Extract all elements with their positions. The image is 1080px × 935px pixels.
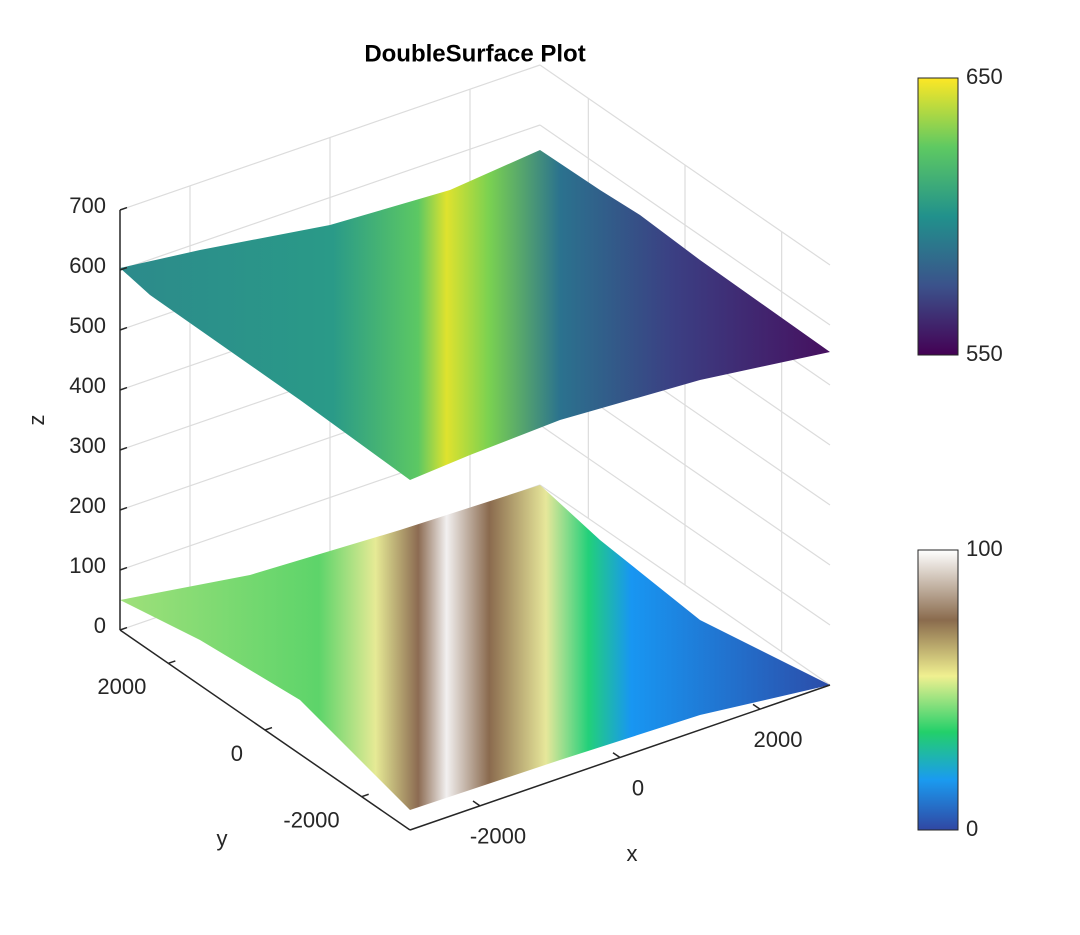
z-tick <box>119 326 128 331</box>
colorbar <box>917 77 959 356</box>
y-tick <box>168 660 176 665</box>
x-tick <box>752 703 761 710</box>
z-tick-label: 600 <box>69 253 106 278</box>
z-tick-label: 700 <box>69 193 106 218</box>
z-tick-label: 200 <box>69 493 106 518</box>
grid-line <box>119 64 541 211</box>
colorbar-tick-label: 550 <box>966 341 1003 366</box>
z-tick <box>119 206 128 211</box>
y-tick-label: -2000 <box>283 807 339 832</box>
y-tick-label: 0 <box>231 741 243 766</box>
z-tick-label: 500 <box>69 313 106 338</box>
y-tick <box>264 726 273 731</box>
x-tick-label: -2000 <box>470 824 526 849</box>
grid-line <box>539 484 831 686</box>
y-axis-label: y <box>217 826 228 851</box>
y-tick-label: 2000 <box>97 674 146 699</box>
z-tick <box>119 266 128 271</box>
colorbar-tick-label: 650 <box>966 64 1003 89</box>
z-tick <box>119 566 128 571</box>
z-tick-label: 100 <box>69 553 106 578</box>
grid-line <box>539 64 831 266</box>
x-axis-label: x <box>627 841 638 866</box>
z-tick-label: 0 <box>94 613 106 638</box>
axes: 0 100 200 300 400 500 600 700 -2000 0 2000 -2000 0 20… <box>69 64 1002 849</box>
z-tick <box>119 446 128 451</box>
x-tick-label: 2000 <box>754 727 803 752</box>
chart-title: DoubleSurface Plot <box>364 40 585 67</box>
x-tick-label: 0 <box>632 775 644 800</box>
colorbar-tick-label: 0 <box>966 816 978 841</box>
colorbar-tick-label: 100 <box>966 536 1003 561</box>
z-tick <box>119 626 128 631</box>
x-tick <box>472 800 481 807</box>
y-tick <box>361 793 369 798</box>
z-tick <box>119 506 128 511</box>
z-tick-label: 400 <box>69 373 106 398</box>
lower-surface <box>120 485 830 810</box>
upper-surface <box>120 150 830 480</box>
grid-line <box>539 424 831 626</box>
colorbar <box>917 549 959 831</box>
z-tick-label: 300 <box>69 433 106 458</box>
z-tick <box>119 386 128 391</box>
x-tick <box>612 752 621 759</box>
grid-line <box>119 124 541 271</box>
z-axis-label: z <box>24 415 49 426</box>
grid-line <box>539 124 831 326</box>
surfaces <box>120 150 830 810</box>
